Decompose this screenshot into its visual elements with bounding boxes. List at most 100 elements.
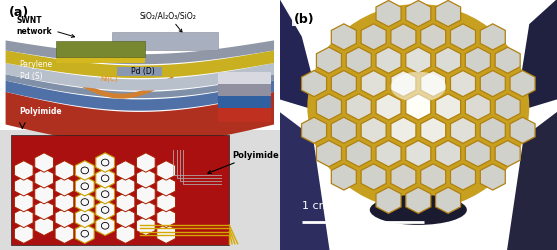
- Polygon shape: [14, 161, 33, 180]
- Polygon shape: [157, 224, 175, 244]
- Text: Pd (S): Pd (S): [19, 72, 42, 81]
- Bar: [218, 72, 271, 85]
- Polygon shape: [480, 71, 505, 97]
- Polygon shape: [346, 48, 372, 74]
- Polygon shape: [75, 177, 94, 196]
- Bar: [11, 135, 229, 245]
- Bar: [56, 42, 145, 58]
- Ellipse shape: [307, 5, 529, 210]
- Text: Pd (D): Pd (D): [131, 67, 155, 76]
- Polygon shape: [75, 192, 94, 212]
- Polygon shape: [6, 64, 274, 91]
- Polygon shape: [157, 177, 175, 196]
- Polygon shape: [436, 94, 461, 120]
- Polygon shape: [436, 2, 461, 28]
- Polygon shape: [391, 71, 416, 97]
- Polygon shape: [376, 188, 401, 214]
- Polygon shape: [391, 164, 416, 190]
- Polygon shape: [70, 76, 173, 99]
- Polygon shape: [331, 71, 356, 97]
- Polygon shape: [55, 208, 74, 228]
- Polygon shape: [116, 208, 135, 228]
- Polygon shape: [14, 192, 33, 212]
- Polygon shape: [35, 169, 53, 188]
- Polygon shape: [510, 118, 535, 144]
- Polygon shape: [157, 192, 175, 212]
- Text: SiO₂/Al₂O₃/SiO₂: SiO₂/Al₂O₃/SiO₂: [140, 11, 197, 33]
- Polygon shape: [465, 94, 490, 120]
- Ellipse shape: [370, 195, 467, 225]
- Polygon shape: [361, 164, 386, 190]
- Polygon shape: [391, 118, 416, 144]
- Polygon shape: [316, 94, 341, 120]
- Polygon shape: [480, 25, 505, 51]
- Polygon shape: [6, 75, 274, 99]
- Text: SWNT
network: SWNT network: [17, 16, 75, 38]
- Polygon shape: [507, 112, 557, 250]
- Polygon shape: [35, 153, 53, 172]
- Bar: [56, 58, 145, 64]
- Polygon shape: [376, 48, 401, 74]
- Polygon shape: [14, 208, 33, 228]
- Polygon shape: [116, 224, 135, 244]
- Polygon shape: [451, 118, 476, 144]
- Text: (b): (b): [294, 12, 314, 26]
- Ellipse shape: [390, 72, 446, 102]
- Polygon shape: [96, 153, 115, 172]
- Polygon shape: [361, 118, 386, 144]
- Polygon shape: [316, 48, 341, 74]
- Polygon shape: [346, 141, 372, 167]
- Polygon shape: [55, 192, 74, 212]
- Polygon shape: [406, 94, 431, 120]
- Polygon shape: [376, 141, 401, 167]
- Polygon shape: [35, 200, 53, 220]
- Polygon shape: [96, 169, 115, 188]
- Polygon shape: [14, 224, 33, 244]
- Polygon shape: [495, 141, 520, 167]
- Polygon shape: [6, 92, 274, 145]
- Polygon shape: [280, 112, 330, 250]
- Polygon shape: [436, 188, 461, 214]
- Polygon shape: [376, 2, 401, 28]
- Polygon shape: [301, 71, 326, 97]
- Polygon shape: [421, 71, 446, 97]
- Polygon shape: [361, 25, 386, 51]
- Polygon shape: [55, 161, 74, 180]
- Bar: [112, 32, 218, 51]
- Polygon shape: [96, 185, 115, 204]
- Bar: [218, 96, 271, 109]
- Polygon shape: [421, 25, 446, 51]
- Polygon shape: [465, 48, 490, 74]
- Polygon shape: [136, 185, 155, 204]
- Polygon shape: [515, 0, 557, 112]
- Polygon shape: [116, 192, 135, 212]
- Text: Polyimide: Polyimide: [208, 150, 279, 174]
- Polygon shape: [136, 216, 155, 236]
- Polygon shape: [391, 25, 416, 51]
- Polygon shape: [116, 177, 135, 196]
- Bar: [118, 68, 162, 76]
- Polygon shape: [480, 118, 505, 144]
- Polygon shape: [406, 141, 431, 167]
- Polygon shape: [361, 71, 386, 97]
- Polygon shape: [376, 94, 401, 120]
- Polygon shape: [55, 177, 74, 196]
- Polygon shape: [136, 153, 155, 172]
- Polygon shape: [480, 164, 505, 190]
- Polygon shape: [331, 25, 356, 51]
- Polygon shape: [157, 161, 175, 180]
- Polygon shape: [301, 118, 326, 144]
- Polygon shape: [55, 224, 74, 244]
- Polygon shape: [75, 161, 94, 180]
- Polygon shape: [436, 48, 461, 74]
- Polygon shape: [421, 164, 446, 190]
- Polygon shape: [436, 141, 461, 167]
- Polygon shape: [96, 216, 115, 236]
- Polygon shape: [510, 71, 535, 97]
- Polygon shape: [495, 94, 520, 120]
- Text: 1 cm: 1 cm: [302, 200, 329, 210]
- Polygon shape: [157, 208, 175, 228]
- Text: Ni(C): Ni(C): [101, 75, 118, 81]
- Polygon shape: [116, 161, 135, 180]
- Polygon shape: [406, 2, 431, 28]
